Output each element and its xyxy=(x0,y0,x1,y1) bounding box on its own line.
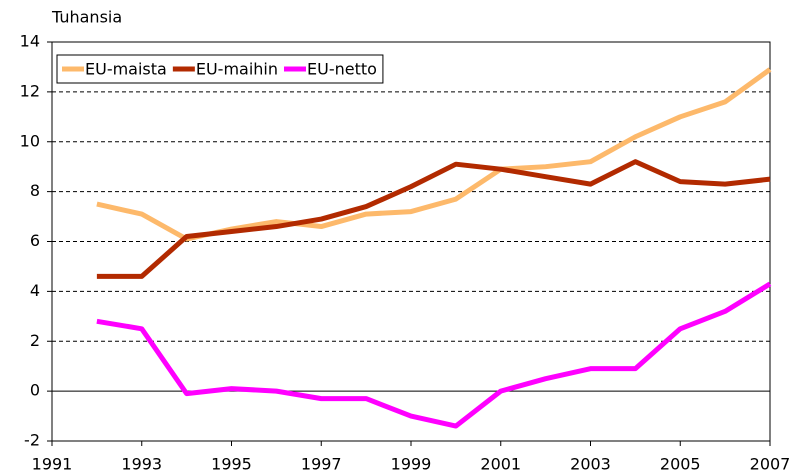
x-tick-label: 2001 xyxy=(480,455,521,474)
series-line xyxy=(96,159,771,279)
y-tick-label: 6 xyxy=(30,231,40,250)
legend-label: EU-maista xyxy=(85,60,167,79)
y-tick-label: 10 xyxy=(20,131,40,150)
y-tick-label: 0 xyxy=(30,381,40,400)
legend-box xyxy=(56,54,384,84)
x-tick-label: 1991 xyxy=(32,455,73,474)
x-tick-label: 2003 xyxy=(570,455,611,474)
x-tick-label: 1997 xyxy=(301,455,342,474)
x-tick-label: 1993 xyxy=(121,455,162,474)
legend-label: EU-netto xyxy=(307,60,377,79)
x-tick-label: 1995 xyxy=(211,455,252,474)
x-tick-label: 1999 xyxy=(391,455,432,474)
y-tick-label: 2 xyxy=(30,331,40,350)
legend-label: EU-maihin xyxy=(196,60,278,79)
x-tick-label: 2007 xyxy=(750,455,791,474)
plot-frame xyxy=(51,41,771,442)
series-line xyxy=(96,281,772,429)
series-line xyxy=(96,67,772,242)
y-tick-label: 8 xyxy=(30,181,40,200)
x-tick-label: 2005 xyxy=(660,455,701,474)
y-tick-label: 4 xyxy=(30,281,40,300)
y-tick-label: 14 xyxy=(20,32,40,51)
y-tick-label: 12 xyxy=(20,81,40,100)
y-tick-label: -2 xyxy=(24,431,40,450)
y-axis-label: Tuhansia xyxy=(51,8,122,27)
